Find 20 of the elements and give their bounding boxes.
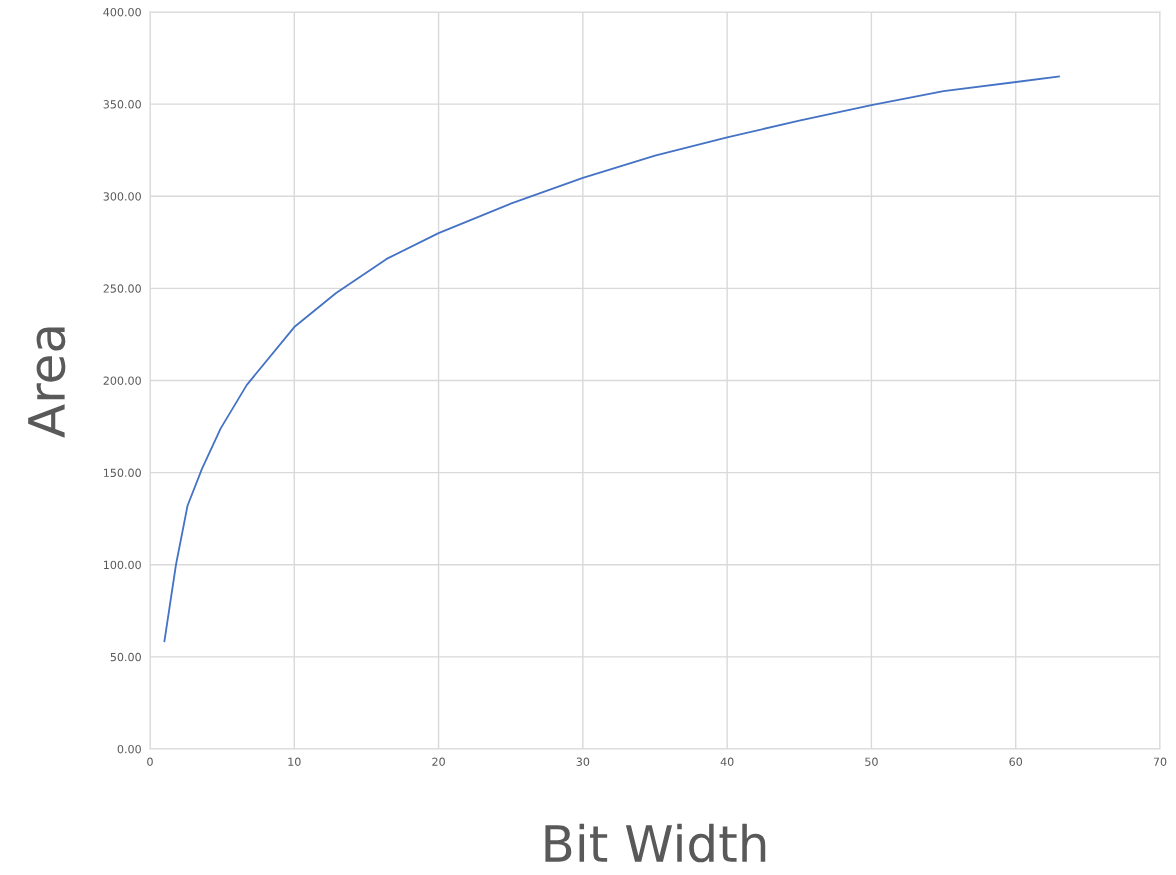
y-axis-title: Area: [28, 327, 66, 438]
y-tick-label: 350.00: [103, 100, 141, 109]
x-tick-label: 0: [147, 757, 153, 766]
y-tick-label: 300.00: [103, 192, 141, 201]
x-axis-title: Bit Width: [545, 823, 766, 863]
y-tick-label: 0.00: [117, 744, 141, 754]
y-tick-label: 200.00: [103, 376, 141, 385]
x-tick-label: 60: [1009, 757, 1023, 766]
y-tick-label: 50.00: [110, 652, 141, 662]
x-tick-label: 10: [288, 757, 301, 766]
line-series: [163, 75, 1060, 643]
x-tick-label: 40: [720, 757, 734, 766]
y-tick-label: 150.00: [104, 468, 141, 477]
y-tick-label: 100.00: [104, 560, 141, 570]
x-tick-label: 70: [1153, 757, 1167, 766]
y-tick-label: 400.00: [103, 7, 141, 17]
x-tick-label: 30: [576, 757, 590, 766]
y-tick-label: 250.00: [103, 284, 141, 293]
x-tick-label: 50: [865, 757, 878, 766]
x-tick-label: 20: [432, 757, 445, 766]
